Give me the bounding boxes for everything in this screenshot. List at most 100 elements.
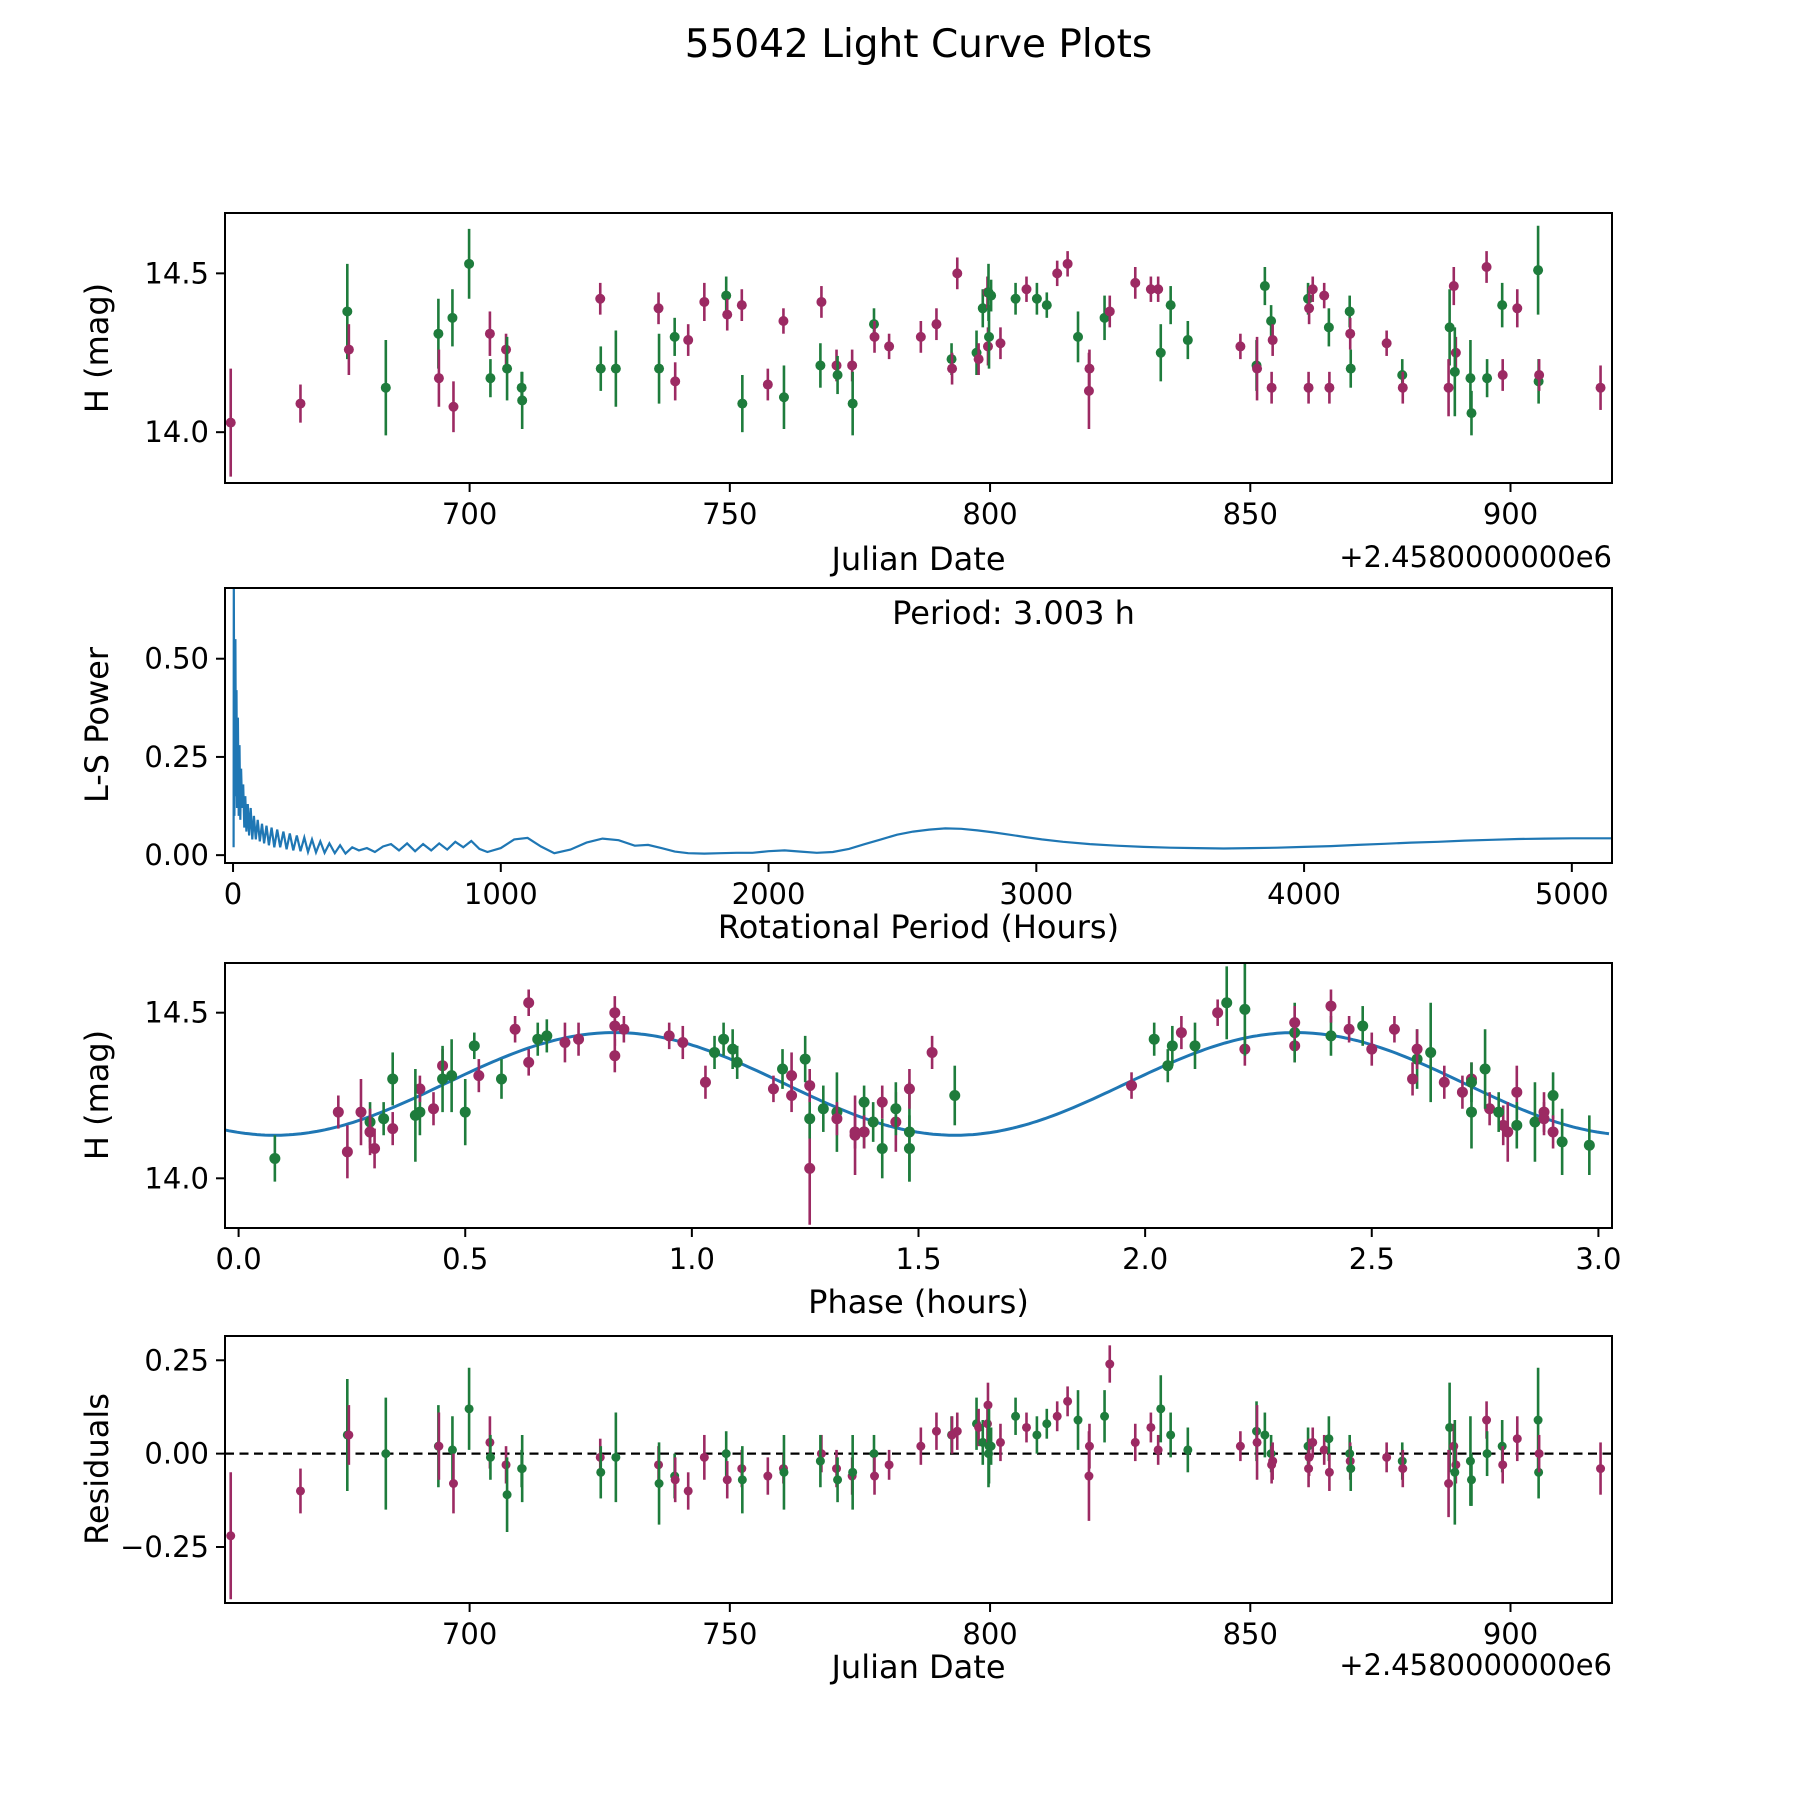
- data-point: [1235, 341, 1246, 352]
- data-point: [867, 1116, 879, 1128]
- data-point: [974, 1422, 984, 1432]
- data-point: [1511, 1119, 1523, 1131]
- data-point: [437, 1073, 449, 1085]
- data-point: [1466, 1475, 1476, 1485]
- data-point: [1547, 1090, 1559, 1101]
- data-point: [433, 373, 444, 384]
- data-point: [1397, 382, 1408, 393]
- data-point: [669, 331, 680, 342]
- data-point: [1252, 363, 1263, 374]
- data-point: [1100, 1411, 1110, 1421]
- data-point: [949, 1090, 961, 1101]
- data-point: [1465, 373, 1476, 384]
- data-point: [670, 376, 681, 387]
- data-point: [1063, 1396, 1073, 1406]
- data-point: [804, 1162, 816, 1174]
- data-point: [1482, 1415, 1492, 1425]
- data-point: [1126, 1080, 1138, 1092]
- data-point: [736, 300, 747, 311]
- axis-offset-text-bottom: +2.4580000000e6: [1339, 1648, 1612, 1682]
- data-point: [1497, 370, 1508, 380]
- data-point: [609, 1020, 621, 1032]
- data-point: [611, 1452, 621, 1462]
- panel-periodogram: 0 1000 2000 3000 4000 5000 0.00 0.25 0.50: [144, 587, 1613, 911]
- data-point: [1303, 382, 1314, 393]
- x-tick-label: 800: [962, 497, 1017, 531]
- data-point: [1498, 1460, 1508, 1470]
- data-point: [364, 1126, 376, 1138]
- x-tick-label: 750: [702, 497, 757, 531]
- data-point: [1381, 338, 1392, 349]
- data-point: [817, 1103, 829, 1115]
- data-point: [884, 1460, 894, 1470]
- data-point: [1175, 1027, 1187, 1039]
- data-point: [1162, 1060, 1174, 1072]
- data-point: [984, 331, 995, 342]
- data-point: [1448, 281, 1459, 292]
- data-point: [876, 1143, 888, 1154]
- data-point: [1083, 385, 1094, 396]
- y-tick-label: 0.50: [144, 642, 209, 676]
- data-point: [1534, 370, 1545, 380]
- data-point: [380, 382, 391, 393]
- data-point: [1481, 262, 1492, 272]
- data-point: [342, 306, 353, 317]
- figure-title: 55042 Light Curve Plots: [684, 22, 1153, 67]
- data-point: [1266, 382, 1277, 393]
- panel-lc: 700 750 800 850 900 14.0 14.5: [144, 212, 1613, 531]
- data-point: [1084, 1471, 1094, 1481]
- data-point: [1182, 335, 1193, 346]
- data-point: [1308, 1437, 1318, 1447]
- data-point: [670, 1475, 680, 1485]
- data-point: [387, 1073, 399, 1085]
- x-tick-label: 1000: [464, 877, 538, 911]
- x-tick-label: 0.5: [442, 1242, 488, 1276]
- data-point: [778, 392, 789, 403]
- data-point: [931, 1426, 941, 1436]
- data-point: [903, 1143, 915, 1154]
- data-point: [1482, 1449, 1492, 1459]
- x-tick-label: 4000: [1267, 877, 1341, 911]
- data-point: [409, 1109, 421, 1121]
- data-point: [295, 1486, 305, 1496]
- data-point: [387, 1123, 399, 1135]
- data-point: [663, 1030, 675, 1042]
- data-point: [1319, 1445, 1329, 1455]
- data-point: [654, 1479, 664, 1489]
- data-point: [1443, 382, 1454, 393]
- data-point: [1388, 1023, 1400, 1035]
- y-tick-label: 14.5: [144, 256, 209, 290]
- x-tick-label: 700: [442, 1617, 497, 1651]
- data-point: [952, 1426, 962, 1436]
- data-point: [779, 1467, 789, 1477]
- axis-ylabel-ls-power: L-S Power: [78, 646, 116, 804]
- data-point: [1062, 258, 1073, 269]
- data-point: [931, 319, 942, 330]
- data-point: [762, 379, 773, 390]
- data-point: [502, 1490, 512, 1500]
- data-point: [1465, 1106, 1477, 1118]
- x-tick-label: 850: [1223, 1617, 1278, 1651]
- data-point: [869, 1449, 879, 1459]
- data-point: [1556, 1136, 1568, 1148]
- x-tick-label: 0.0: [216, 1242, 262, 1276]
- data-point: [517, 395, 528, 406]
- data-point: [916, 1441, 926, 1451]
- axis-ylabel-residuals: Residuals: [78, 1393, 116, 1545]
- data-point: [1267, 335, 1278, 346]
- data-point: [884, 341, 895, 352]
- data-point: [609, 1050, 621, 1062]
- axis-xlabel-phase: Phase (hours): [808, 1283, 1029, 1321]
- x-tick-label: 2.5: [1349, 1242, 1395, 1276]
- data-point: [433, 328, 444, 339]
- data-point: [1547, 1126, 1559, 1138]
- data-point: [1042, 1419, 1052, 1429]
- data-point: [1130, 277, 1141, 288]
- x-tick-label: 3000: [999, 877, 1073, 911]
- data-point: [1165, 300, 1176, 311]
- data-point: [1407, 1073, 1419, 1085]
- data-point: [502, 363, 513, 374]
- data-point: [995, 338, 1006, 349]
